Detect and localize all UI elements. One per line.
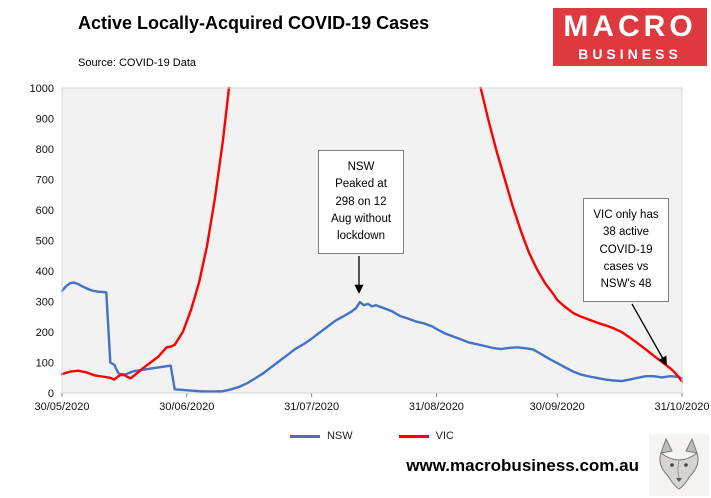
- legend-item-nsw: NSW: [289, 430, 353, 442]
- vic-annotation-arrow: [631, 303, 667, 366]
- y-tick-label: 600: [36, 205, 54, 217]
- y-tick-label: 900: [36, 114, 54, 126]
- x-tick-label: 30/09/2020: [530, 401, 585, 413]
- y-tick-label: 500: [36, 236, 54, 248]
- source-label: Source: COVID-19 Data: [78, 57, 196, 69]
- x-tick-label: 30/05/2020: [34, 401, 89, 413]
- logo-business-text: BUSINESS: [578, 46, 682, 62]
- x-tick-label: 30/06/2020: [159, 401, 214, 413]
- website-url: www.macrobusiness.com.au: [406, 456, 639, 475]
- y-tick-label: 400: [36, 266, 54, 278]
- legend-label-vic: VIC: [435, 430, 454, 442]
- y-tick-label: 800: [36, 144, 54, 156]
- nsw-line-swatch: [289, 434, 320, 438]
- wolf-logo: [649, 434, 709, 496]
- y-tick-label: 0: [48, 388, 54, 400]
- legend-label-nsw: NSW: [326, 430, 353, 442]
- line-vic: [61, 87, 683, 383]
- x-tick-label: 31/10/2020: [654, 401, 709, 413]
- y-tick-label: 1000: [30, 83, 54, 95]
- x-tick-label: 31/08/2020: [409, 401, 464, 413]
- plot-border: [61, 87, 683, 394]
- covid-cases-line-chart: 0 100 200 300 400 500 600 700 800 900 1000 30/05/20…: [30, 83, 710, 413]
- legend: NSW VIC: [62, 430, 682, 442]
- y-tick-label: 100: [36, 358, 54, 370]
- macrobusiness-logo: MACRO BUSINESS: [553, 8, 707, 66]
- y-tick-label: 700: [36, 175, 54, 187]
- vic-line-swatch: [398, 434, 429, 438]
- page-title: Active Locally-Acquired COVID-19 Cases: [78, 13, 430, 33]
- y-tick-label: 200: [36, 327, 54, 339]
- x-tick-label: 31/07/2020: [284, 401, 339, 413]
- logo-macro-text: MACRO: [563, 10, 697, 43]
- legend-item-vic: VIC: [398, 430, 454, 442]
- nsw-annotation: NSW Peaked at 298 on 12 Aug without lock…: [318, 150, 404, 255]
- plot-layer: 0 100 200 300 400 500 600 700 800 900 1000 30/05/20…: [30, 83, 710, 413]
- vic-annotation: VIC only has 38 active COVID-19 cases vs…: [583, 198, 669, 303]
- y-tick-label: 300: [36, 297, 54, 309]
